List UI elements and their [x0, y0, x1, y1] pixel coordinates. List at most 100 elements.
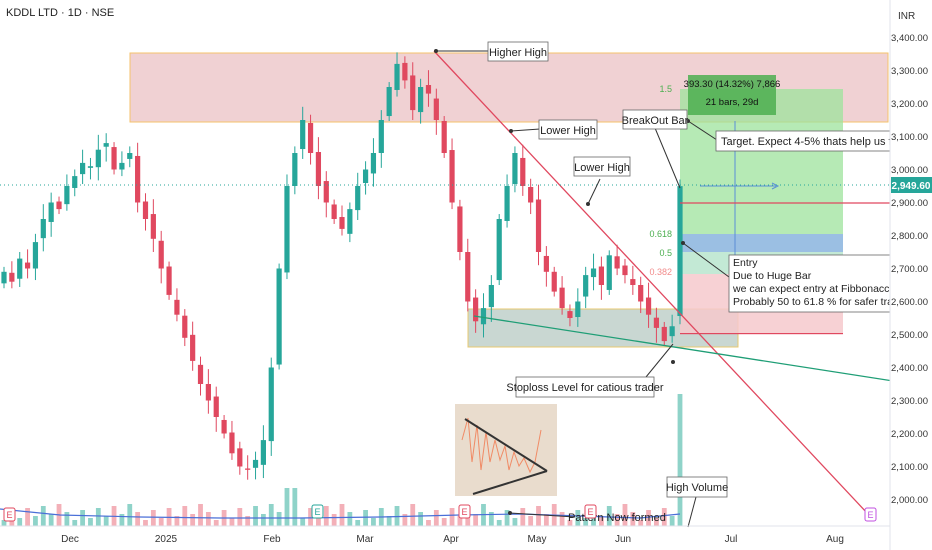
candle-body — [441, 120, 447, 153]
price-tick-label: 3,300.00 — [891, 66, 928, 77]
candle-body — [80, 162, 86, 175]
event-badge[interactable]: E — [458, 504, 471, 519]
measure-box — [688, 75, 776, 115]
volume-bar — [567, 520, 573, 526]
candle-body — [661, 326, 667, 342]
candle-body — [418, 87, 424, 113]
svg-text:E: E — [6, 510, 12, 520]
candle-body — [64, 186, 70, 205]
candle-body — [606, 255, 612, 290]
volume-bar — [559, 512, 565, 526]
candle-body — [480, 308, 487, 325]
label-box — [515, 376, 655, 398]
candle-body — [229, 432, 235, 454]
candle-body — [677, 186, 683, 317]
time-tick-label: Mar — [356, 534, 374, 545]
volume-bar — [198, 504, 203, 526]
candle-body — [590, 268, 597, 278]
stoploss-label: Stoploss Level for catious trader — [506, 382, 663, 394]
candle-body — [669, 326, 675, 337]
volume-bar — [331, 514, 337, 526]
breakout-bar-label: BreakOut Bar — [622, 115, 689, 127]
event-badge[interactable]: E — [864, 507, 877, 522]
stoploss-connector — [645, 343, 674, 378]
svg-text:E: E — [461, 507, 467, 517]
candle-body — [323, 181, 329, 203]
measure-line-1: 393.30 (14.32%) 7,866 — [684, 79, 781, 90]
time-tick-label: Aug — [826, 534, 844, 545]
price-tick-label: 2,800.00 — [891, 231, 928, 242]
candle-body — [315, 152, 322, 186]
candle-body — [300, 120, 306, 150]
volume-bar — [371, 518, 376, 526]
entry-label-1: Entry — [733, 257, 758, 269]
candle-body — [638, 285, 644, 302]
candle-body — [260, 440, 266, 465]
higher-high-label: Higher High — [489, 47, 547, 59]
candle-body — [512, 153, 518, 185]
volume-bar — [127, 504, 133, 526]
measure-line-2: 21 bars, 29d — [706, 97, 759, 108]
candle-body — [496, 219, 502, 281]
candle-body — [205, 384, 211, 401]
candle-body — [370, 153, 377, 174]
volume-bar — [606, 506, 612, 526]
event-badge[interactable]: E — [311, 504, 324, 519]
volume-bar — [40, 506, 46, 526]
volume-bar — [669, 516, 675, 526]
time-tick-label: May — [528, 534, 547, 545]
volume-bar — [512, 518, 518, 526]
triangle-pattern-inset — [455, 404, 557, 496]
candle-body — [119, 162, 125, 170]
entry-connector — [682, 242, 730, 278]
fib-level-1-5: 1.5 — [659, 84, 672, 94]
candle-body — [473, 297, 479, 322]
candle-body — [598, 266, 604, 285]
volume-bar — [292, 488, 298, 526]
candle-body — [32, 242, 39, 269]
candle-body — [386, 87, 392, 117]
candle-body — [528, 186, 534, 203]
volume-bar — [661, 508, 667, 526]
candle-body — [339, 217, 345, 229]
volume-bar — [638, 520, 644, 526]
candle-body — [135, 155, 141, 203]
price-tick-label: 2,400.00 — [891, 363, 928, 374]
volume-bar — [33, 516, 38, 526]
volume-average-line — [0, 508, 681, 519]
candle-body — [142, 201, 149, 219]
volume-bar — [88, 518, 93, 526]
label-box — [622, 109, 688, 130]
anchor-dot — [671, 360, 675, 364]
volume-bar — [473, 514, 479, 526]
volume-bar — [386, 516, 392, 526]
time-tick-label: 2025 — [155, 534, 178, 545]
lower-high-2-connector — [587, 178, 601, 205]
svg-text:E: E — [867, 510, 873, 520]
price-tick-label: 3,200.00 — [891, 99, 928, 110]
volume-bar — [504, 510, 510, 526]
candle-body — [535, 199, 542, 252]
candle-body — [307, 122, 314, 153]
candle-body — [284, 186, 290, 273]
event-badge[interactable]: E — [584, 504, 597, 519]
volume-bar — [323, 506, 329, 526]
volume-bar — [48, 514, 54, 526]
volume-bar — [347, 512, 353, 526]
fib-blue-zone — [680, 234, 843, 252]
time-ticks[interactable]: Dec 2025 Feb Mar Apr May Jun Jul Aug — [61, 534, 844, 545]
candle-body — [378, 120, 384, 153]
last-price-badge — [891, 177, 932, 193]
price-axis[interactable] — [890, 0, 932, 550]
candle-body — [520, 157, 526, 186]
label-box — [487, 41, 549, 62]
price-tick-label: 2,600.00 — [891, 297, 928, 308]
candle-body — [488, 285, 494, 308]
candle-body — [158, 240, 164, 269]
event-badge[interactable]: E — [3, 507, 16, 522]
anchor-dot — [434, 49, 438, 53]
lower-high-1-connector — [510, 128, 541, 132]
label-box — [728, 254, 893, 313]
time-tick-label: Jul — [725, 534, 738, 545]
